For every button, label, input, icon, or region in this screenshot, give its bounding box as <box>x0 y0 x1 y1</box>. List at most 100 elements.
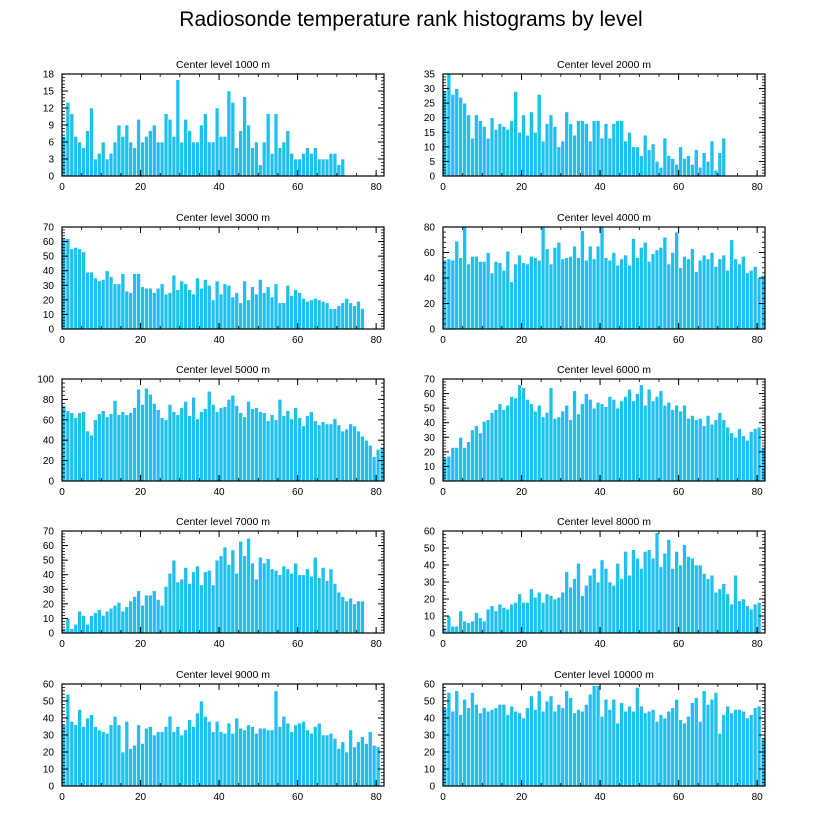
histogram-bar <box>285 284 291 330</box>
histogram-bar <box>144 387 149 482</box>
histogram-bar <box>654 249 660 330</box>
histogram-bar <box>521 114 526 177</box>
histogram-bar <box>501 270 507 330</box>
histogram-bar <box>481 707 487 787</box>
panel-title: Center level 1000 m <box>176 59 270 71</box>
histogram-bar <box>320 734 326 787</box>
histogram-bar <box>694 419 699 482</box>
histogram-bar <box>694 149 699 177</box>
histogram-bar <box>336 424 342 482</box>
histogram-bar <box>572 134 577 177</box>
histogram-bar <box>650 253 656 330</box>
histogram-bar <box>152 292 157 330</box>
histogram-bar <box>305 147 310 177</box>
y-tick-label: 20 <box>424 748 436 759</box>
histogram-bar <box>690 164 695 177</box>
histogram-bar <box>568 419 573 482</box>
histogram-bar <box>674 698 679 787</box>
histogram-bar <box>73 417 79 482</box>
histogram-bar <box>474 425 479 482</box>
histogram-bar <box>171 411 177 482</box>
histogram-bar <box>450 259 456 330</box>
y-tick-label: 20 <box>43 456 55 467</box>
histogram-bar <box>297 292 302 330</box>
histogram-bar <box>631 146 636 177</box>
histogram-bar <box>85 271 90 330</box>
histogram-bar <box>309 299 314 330</box>
histogram-bar <box>332 418 338 482</box>
histogram-bar <box>226 399 232 482</box>
histogram-bar <box>199 584 204 634</box>
histogram-bar <box>521 387 526 482</box>
histogram-bar <box>167 292 173 330</box>
histogram-bar <box>112 400 118 482</box>
y-tick-label: 10 <box>43 310 55 321</box>
histogram-bar <box>525 263 530 330</box>
histogram-bar <box>572 245 577 330</box>
histogram-bar <box>450 447 456 482</box>
histogram-bar <box>556 704 562 787</box>
histogram-bar <box>587 245 593 330</box>
histogram-bar <box>666 263 672 330</box>
histogram-bar <box>218 555 224 634</box>
x-tick-label: 60 <box>292 335 304 346</box>
histogram-bar <box>481 420 487 482</box>
x-tick-label: 40 <box>214 182 226 193</box>
x-tick-label: 40 <box>214 792 226 803</box>
x-tick-label: 60 <box>292 792 304 803</box>
histogram-bar <box>509 396 514 482</box>
histogram-bar <box>309 575 314 634</box>
x-tick-label: 80 <box>752 335 764 346</box>
histogram-bar <box>627 574 632 634</box>
x-tick-label: 40 <box>595 639 607 650</box>
y-tick-label: 0 <box>48 629 54 640</box>
histogram-bar <box>104 416 110 482</box>
histogram-bar <box>206 721 212 787</box>
histogram-bar <box>635 257 640 330</box>
histogram-bar <box>187 583 192 634</box>
histogram-bar <box>269 414 275 482</box>
x-tick-label: 80 <box>371 182 383 193</box>
histogram-bar <box>568 586 573 634</box>
histogram-bar <box>709 423 715 482</box>
histogram-bar <box>493 129 499 177</box>
histogram-bar <box>81 615 86 634</box>
histogram-bar <box>242 416 247 482</box>
x-tick-label: 80 <box>371 792 383 803</box>
histogram-bar <box>261 141 267 177</box>
histogram-bar <box>281 715 287 787</box>
histogram-bar <box>662 717 668 787</box>
histogram-bar <box>591 258 597 330</box>
histogram-bar <box>533 257 538 330</box>
histogram-bar <box>690 248 695 330</box>
histogram-bar <box>458 97 463 177</box>
histogram-bar <box>313 556 318 634</box>
histogram-bar <box>340 596 346 634</box>
histogram-bar <box>540 416 546 482</box>
histogram-bar <box>277 147 283 177</box>
histogram-bar <box>454 625 460 634</box>
histogram-bar <box>222 732 228 787</box>
histogram-bar <box>748 270 754 330</box>
x-tick-label: 0 <box>59 487 65 498</box>
histogram-bar <box>584 259 589 330</box>
y-tick-label: 20 <box>43 748 55 759</box>
histogram-bar <box>595 402 601 482</box>
histogram-bar <box>242 96 247 177</box>
histogram-bar <box>607 581 613 634</box>
histogram-bar <box>148 287 153 330</box>
histogram-bar <box>450 94 456 177</box>
histogram-bar <box>619 578 624 634</box>
histogram-bar <box>446 692 452 787</box>
histogram-bar <box>132 596 137 634</box>
histogram-bar <box>729 603 734 634</box>
histogram-bar <box>226 284 232 330</box>
histogram-bar <box>246 401 251 482</box>
y-tick-label: 50 <box>43 252 55 263</box>
histogram-bar <box>701 690 707 787</box>
histogram-bar <box>646 149 652 177</box>
histogram-bar <box>635 687 640 787</box>
histogram-bar <box>258 411 263 482</box>
histogram-bar <box>674 231 679 330</box>
y-tick-label: 0 <box>48 477 54 488</box>
